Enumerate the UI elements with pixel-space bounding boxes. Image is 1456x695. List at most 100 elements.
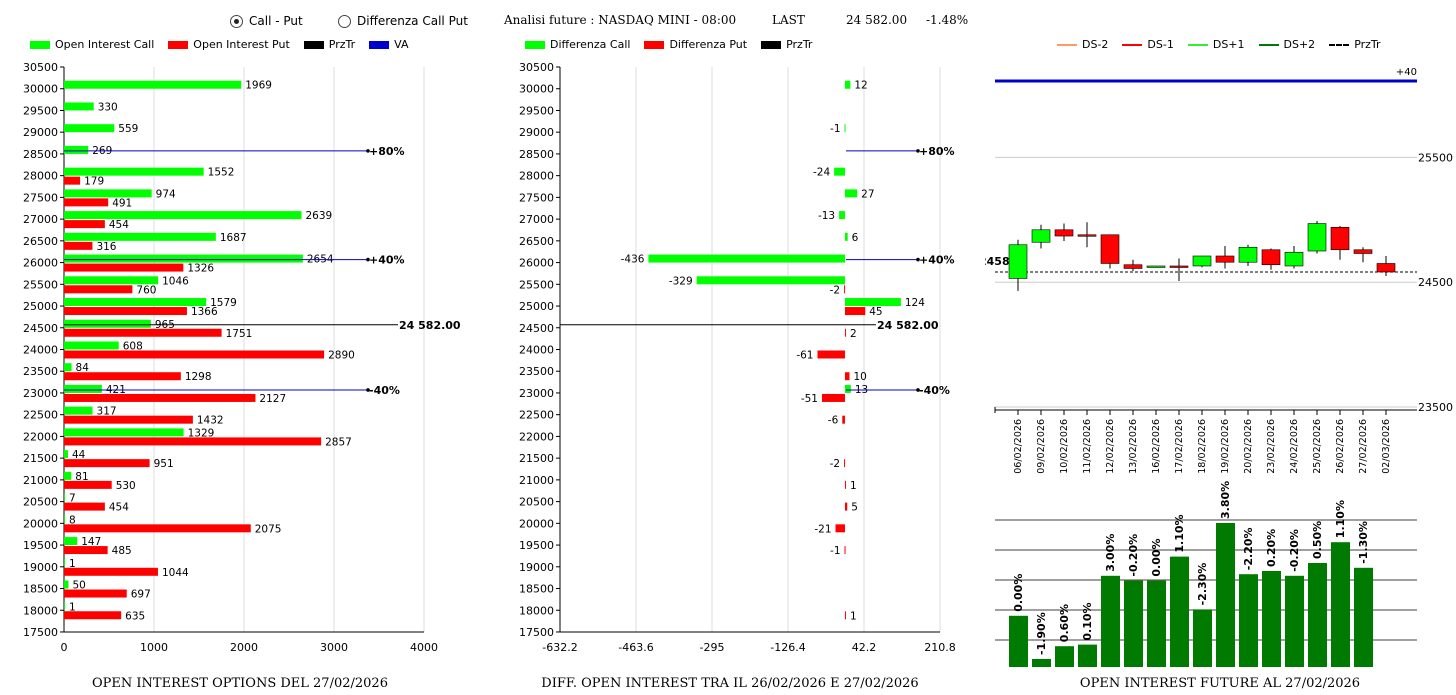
- y-tick-label: 22000: [23, 430, 58, 443]
- bar-value-label: 1751: [226, 328, 253, 340]
- bar-value-label: 1432: [197, 415, 224, 427]
- candle-body: [1238, 246, 1258, 263]
- legend-diff-call: Differenza Call: [525, 38, 630, 51]
- bar-value-label: 81: [75, 471, 88, 483]
- y-tick-label: 28000: [23, 170, 58, 183]
- bar-value-label: -2: [830, 458, 840, 470]
- put-bar: [64, 415, 193, 424]
- call-bar: [839, 211, 845, 220]
- bar-value-label: 491: [112, 197, 132, 209]
- y-tick-label: 17500: [23, 626, 58, 639]
- y-tick-label: 25500: [519, 278, 554, 291]
- bar-value-label: 559: [118, 123, 138, 135]
- radio-call-put[interactable]: Call - Put: [230, 14, 303, 28]
- va-marker: [916, 149, 920, 153]
- call-bar: [64, 298, 207, 307]
- call-bar: [64, 102, 94, 111]
- x-tick-label: 42.2: [852, 641, 877, 654]
- radio-selected-icon[interactable]: [230, 14, 243, 28]
- last-value: 24 582.00: [846, 13, 908, 27]
- x-tick-label: 1000: [140, 641, 168, 654]
- call-bar: [844, 384, 851, 393]
- call-bar: [64, 450, 68, 459]
- put-bar: [64, 350, 325, 359]
- call-bar: [64, 276, 159, 285]
- future-oi-bar: [1331, 542, 1350, 667]
- candle-body: [1284, 251, 1304, 267]
- put-bar: [817, 350, 845, 359]
- put-bar: [64, 220, 105, 229]
- future-oi-bar: [1262, 571, 1281, 667]
- future-oi-bar: [1055, 646, 1074, 667]
- y-tick-label: 19500: [23, 539, 58, 552]
- candle-body: [1008, 244, 1028, 279]
- last-change: -1.48%: [926, 13, 969, 27]
- date-label: 16/02/2026: [1151, 419, 1162, 474]
- y-tick-label: 29500: [519, 104, 554, 117]
- bar-value-label: 2857: [325, 436, 352, 448]
- y-tick-label: 18000: [519, 604, 554, 617]
- future-oi-bar: [1147, 580, 1166, 667]
- bar-value-label: 530: [116, 480, 136, 492]
- bar-value-label: 760: [136, 284, 156, 296]
- future-oi-bar: [1285, 575, 1304, 667]
- y-tick-label: 20000: [519, 517, 554, 530]
- x-tick-label: -295: [700, 641, 725, 654]
- przTr-label: 24 582.00: [399, 319, 461, 332]
- date-label: 18/02/2026: [1197, 419, 1208, 474]
- oi-legend: Open Interest Call Open Interest Put Prz…: [30, 38, 423, 51]
- date-label: 12/02/2026: [1105, 419, 1116, 474]
- call-bar: [64, 341, 119, 350]
- future-oi-label: -0.20%: [1127, 534, 1140, 577]
- candle-body: [1031, 229, 1051, 243]
- future-oi-bar-chart: 0.00% -1.90% 0.60% 0.10% 3.00% -0.20% 0.00% 1.1…: [995, 481, 1417, 667]
- y-tick-label: 27500: [23, 191, 58, 204]
- candle-body: [1146, 265, 1166, 268]
- call-bar: [64, 167, 204, 176]
- put-bar: [64, 459, 150, 468]
- y-tick-label: 24000: [23, 343, 58, 356]
- future-oi-label: 1.10%: [1334, 500, 1347, 538]
- bar-value-label: 6: [852, 232, 859, 244]
- legend-diff-przTr: PrzTr: [761, 38, 812, 51]
- bar-value-label: 608: [123, 340, 143, 352]
- date-label: 26/02/2026: [1335, 419, 1346, 474]
- call-bar: [64, 232, 216, 241]
- bar-value-label: 50: [73, 580, 86, 592]
- radio-unselected-icon[interactable]: [338, 14, 351, 28]
- put-bar: [844, 546, 846, 555]
- bar-value-label: 485: [112, 545, 132, 557]
- bar-value-label: 12: [854, 80, 867, 92]
- y-tick-label: 23500: [23, 365, 58, 378]
- va-marker: [366, 388, 370, 392]
- y-tick-label: 25500: [1418, 151, 1453, 164]
- bar-value-label: 1: [69, 558, 76, 570]
- y-tick-label: 20500: [23, 496, 58, 509]
- y-tick-label: 23000: [519, 387, 554, 400]
- bar-value-label: -1: [830, 123, 840, 135]
- bar-value-label: -21: [814, 523, 831, 535]
- bar-value-label: 8: [69, 514, 76, 526]
- va-label: +80%: [919, 145, 955, 158]
- put-bar: [64, 611, 122, 620]
- call-bar: [64, 471, 72, 480]
- va-label: +40%: [919, 254, 955, 267]
- put-bar: [844, 307, 866, 316]
- legend-ds+2: DS+2: [1258, 38, 1315, 51]
- y-tick-label: 25000: [519, 300, 554, 313]
- legend-oi-przTr: PrzTr: [303, 38, 355, 51]
- bar-value-label: 124: [905, 297, 925, 309]
- call-bar: [64, 319, 151, 328]
- put-bar: [64, 546, 108, 555]
- radio-differenza[interactable]: Differenza Call Put: [338, 14, 468, 28]
- y-tick-label: 26500: [519, 235, 554, 248]
- put-bar: [64, 176, 81, 185]
- call-bar: [64, 254, 303, 263]
- put-bar: [844, 502, 848, 511]
- y-tick-label: 18500: [519, 583, 554, 596]
- put-bar: [844, 611, 846, 620]
- radio-differenza-label: Differenza Call Put: [357, 14, 468, 28]
- call-bar: [64, 406, 93, 415]
- legend-ds+1: DS+1: [1187, 38, 1245, 51]
- bar-value-label: 5: [851, 502, 858, 514]
